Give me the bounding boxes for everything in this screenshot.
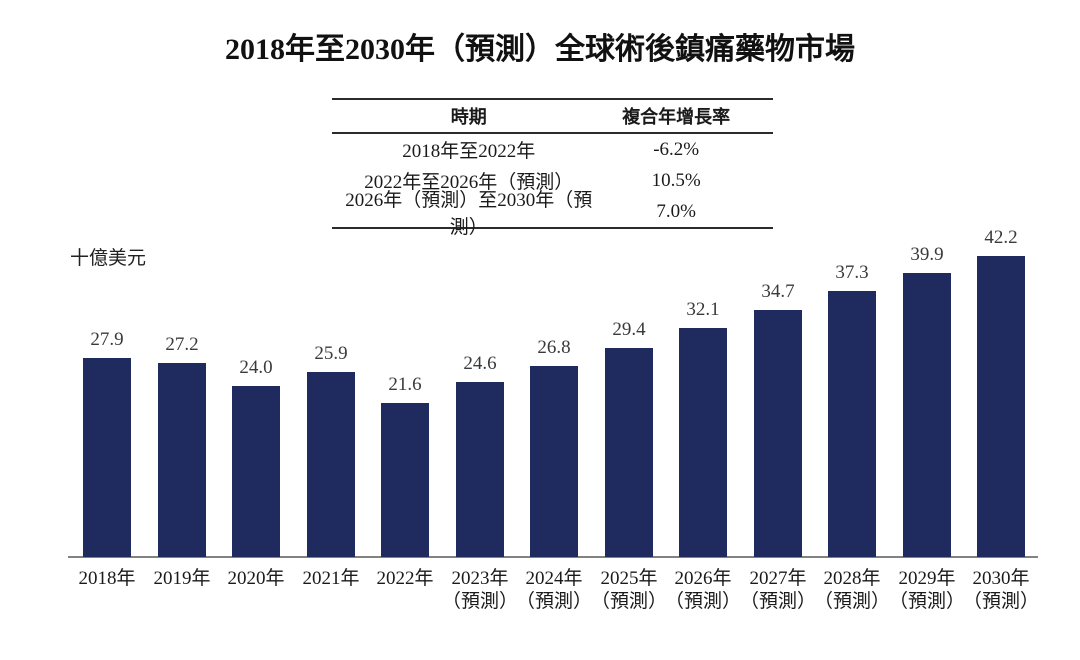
x-axis-line bbox=[68, 556, 1038, 558]
x-axis-label: 2022年 bbox=[376, 568, 434, 589]
cagr-rate: 10.5% bbox=[651, 169, 701, 191]
x-axis-label-note: （預測） bbox=[515, 591, 592, 612]
bar-2022年 bbox=[381, 403, 429, 557]
y-axis-unit-label: 十億美元 bbox=[70, 248, 147, 269]
bar-value-label: 26.8 bbox=[537, 337, 571, 358]
bar-2024年 bbox=[530, 366, 578, 557]
bar-value-label: 39.9 bbox=[910, 244, 944, 265]
x-axis-label: 2025年 （預測） bbox=[583, 567, 675, 613]
x-axis-label-note: （預測） bbox=[888, 591, 965, 612]
cagr-period: 2018年至2022年 bbox=[402, 141, 536, 162]
cagr-rate: 7.0% bbox=[656, 200, 696, 222]
x-axis-label: 2028年 （預測） bbox=[806, 567, 898, 613]
cagr-table-row: 2026年（預測）至2030年（預測） 7.0% bbox=[332, 190, 773, 238]
bar-2020年 bbox=[232, 386, 280, 557]
x-axis-label-note: （預測） bbox=[590, 591, 667, 612]
cagr-period: 2022年至2026年（預測） bbox=[364, 172, 574, 193]
x-axis-label: 2023年 （預測） bbox=[434, 567, 526, 613]
x-axis-label: 2019年 bbox=[153, 568, 211, 589]
bar-2023年 bbox=[456, 382, 504, 557]
bar-value-label: 34.7 bbox=[761, 281, 795, 302]
x-axis-label: 2021年 bbox=[302, 568, 360, 589]
x-axis-label: 2018年 bbox=[78, 568, 136, 589]
bar-value-label: 42.2 bbox=[984, 227, 1018, 248]
x-axis-label: 2026年 （預測） bbox=[657, 567, 749, 613]
cagr-table-header-rate: 複合年增長率 bbox=[622, 107, 731, 127]
x-axis-label: 2027年 （預測） bbox=[732, 567, 824, 613]
bar-value-label: 32.1 bbox=[686, 299, 720, 320]
bar-value-label: 24.6 bbox=[463, 353, 497, 374]
cagr-table-row: 2022年至2026年（預測） 10.5% bbox=[332, 165, 773, 196]
cagr-table-header-row: 時期 複合年增長率 bbox=[332, 100, 773, 134]
bar-2026年 bbox=[679, 328, 727, 557]
x-axis-label-note: （預測） bbox=[962, 591, 1039, 612]
bar-value-label: 24.0 bbox=[239, 357, 273, 378]
bar-2025年 bbox=[605, 348, 653, 557]
cagr-table: 時期 複合年增長率 2018年至2022年 -6.2% 2022年至2026年（… bbox=[332, 98, 773, 238]
x-axis-label-note: （預測） bbox=[813, 591, 890, 612]
bar-value-label: 27.2 bbox=[165, 334, 199, 355]
bar-value-label: 25.9 bbox=[314, 343, 348, 364]
cagr-rate: -6.2% bbox=[653, 138, 700, 160]
x-axis-label-note: （預測） bbox=[441, 591, 518, 612]
bar-2029年 bbox=[903, 273, 951, 557]
bar-2027年 bbox=[754, 310, 802, 557]
bar-2019年 bbox=[158, 363, 206, 557]
x-axis-label: 2030年 （預測） bbox=[955, 567, 1047, 613]
x-axis-label-note: （預測） bbox=[664, 591, 741, 612]
bar-2030年 bbox=[977, 256, 1025, 557]
x-axis-label: 2029年 （預測） bbox=[881, 567, 973, 613]
chart-title: 2018年至2030年（預測）全球術後鎮痛藥物市場 bbox=[225, 33, 855, 66]
bar-value-label: 37.3 bbox=[835, 262, 869, 283]
bar-value-label: 29.4 bbox=[612, 319, 646, 340]
bar-value-label: 27.9 bbox=[90, 329, 124, 350]
cagr-table-header-period: 時期 bbox=[450, 107, 487, 127]
x-axis-label: 2024年 （預測） bbox=[508, 567, 600, 613]
bar-2028年 bbox=[828, 291, 876, 557]
bar-2021年 bbox=[307, 372, 355, 557]
x-axis-label: 2020年 bbox=[227, 568, 285, 589]
bar-value-label: 21.6 bbox=[388, 374, 422, 395]
cagr-table-row: 2018年至2022年 -6.2% bbox=[332, 134, 773, 165]
cagr-period: 2026年（預測）至2030年（預測） bbox=[345, 189, 593, 238]
bar-2018年 bbox=[83, 358, 131, 557]
x-axis-label-note: （預測） bbox=[739, 591, 816, 612]
